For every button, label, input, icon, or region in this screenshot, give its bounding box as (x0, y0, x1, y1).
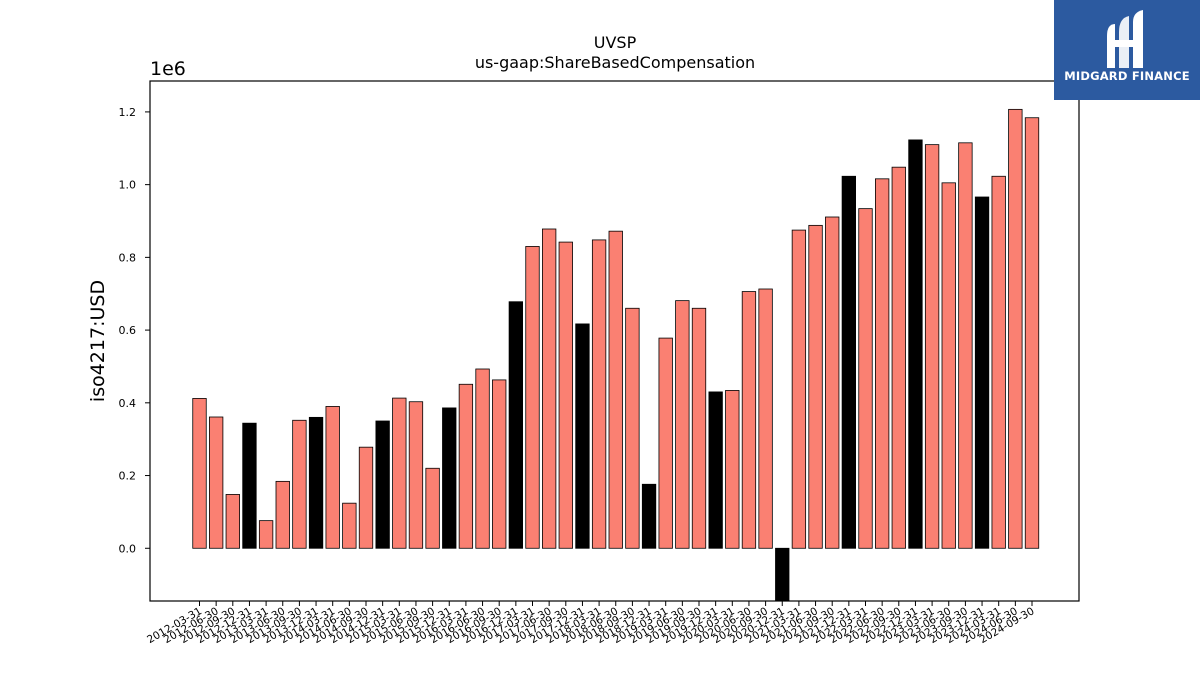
bar-2023-03-31 (924, 144, 940, 549)
bar-2015-09-30 (425, 467, 440, 549)
bar-2024-03-31 (991, 175, 1006, 549)
y-axis-multiplier: 1e6 (150, 58, 186, 80)
chart-subtitle: us-gaap:ShareBasedCompensation (475, 53, 755, 72)
bar-2017-09-30 (558, 241, 573, 549)
bar-2014-09-30 (358, 446, 374, 549)
bar-2023-12-31 (974, 196, 990, 549)
logo-text: MIDGARD FINANCE (1064, 69, 1190, 83)
bar-2021-06-30 (808, 224, 823, 549)
bar-2022-09-30 (891, 166, 906, 549)
bar-2016-06-30 (475, 368, 490, 549)
y-tick-label: 0.8 (119, 251, 137, 264)
bar-2018-12-31 (641, 483, 657, 549)
bar-2013-06-30 (275, 480, 290, 549)
bar-2019-09-30 (691, 307, 707, 549)
bar-2019-03-31 (658, 337, 673, 549)
bar-2017-12-31 (575, 323, 590, 549)
bar-2012-06-30 (208, 416, 224, 549)
bar-2021-09-30 (825, 216, 840, 549)
bar-2022-12-31 (908, 139, 923, 549)
bar-2016-03-31 (458, 383, 474, 549)
bar-2013-09-30 (292, 419, 307, 549)
bar-2012-12-31 (242, 422, 257, 549)
bars-group (192, 108, 1040, 602)
bar-2021-03-31 (791, 229, 807, 549)
bar-2019-06-30 (675, 300, 690, 549)
bar-2018-09-30 (625, 307, 640, 549)
bar-2019-12-31 (708, 391, 723, 549)
bar-2012-09-30 (225, 494, 240, 549)
bar-2024-06-30 (1008, 108, 1023, 549)
bar-2023-09-30 (958, 142, 973, 549)
bar-2017-03-31 (525, 246, 540, 549)
bar-2021-12-31 (841, 175, 856, 549)
y-tick-label: 0.4 (119, 397, 137, 410)
bar-2020-09-30 (758, 288, 773, 549)
bar-2017-06-30 (542, 228, 557, 549)
bar-2023-06-30 (941, 182, 956, 549)
bar-2015-03-31 (392, 397, 407, 549)
bar-2015-06-30 (408, 401, 424, 549)
bar-2015-12-31 (442, 407, 457, 549)
bar-2018-06-30 (608, 230, 623, 549)
bar-2016-12-31 (508, 301, 524, 549)
bar-2014-03-31 (325, 406, 340, 549)
bar-2022-06-30 (875, 178, 890, 549)
bar-2016-09-30 (492, 379, 507, 549)
y-tick-label: 0.2 (119, 470, 137, 483)
y-tick-label: 0.6 (119, 324, 137, 337)
bar-2018-03-31 (591, 239, 607, 549)
x-axis: 2012-03-312012-06-302012-09-302012-12-31… (145, 601, 1037, 646)
bar-2024-09-30 (1024, 117, 1040, 549)
bar-2020-06-30 (741, 291, 757, 549)
bar-2013-12-31 (308, 416, 324, 549)
chart-title: UVSP (594, 33, 637, 52)
bar-2014-12-31 (375, 420, 390, 549)
midgard-m-logo-icon (1107, 10, 1143, 68)
bar-2020-12-31 (775, 547, 790, 602)
y-tick-label: 1.2 (119, 106, 137, 119)
y-tick-label: 1.0 (119, 179, 137, 192)
plot-frame (149, 80, 1080, 602)
bar-2014-06-30 (342, 502, 357, 549)
bar-2022-03-31 (858, 208, 873, 549)
bar-2013-03-31 (258, 520, 274, 549)
bar-2020-03-31 (725, 390, 740, 549)
bar-2012-03-31 (192, 398, 207, 549)
y-axis-label: iso4217:USD (87, 280, 109, 402)
y-axis: 0.0 0.2 0.4 0.6 0.8 1.0 1.2 (119, 106, 150, 555)
y-tick-label: 0.0 (119, 542, 137, 555)
